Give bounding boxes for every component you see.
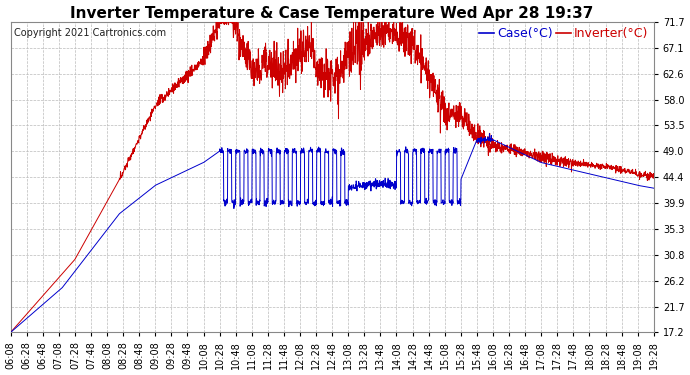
Legend: Case(°C), Inverter(°C): Case(°C), Inverter(°C): [475, 22, 653, 45]
Text: Copyright 2021 Cartronics.com: Copyright 2021 Cartronics.com: [14, 28, 166, 38]
Title: Inverter Temperature & Case Temperature Wed Apr 28 19:37: Inverter Temperature & Case Temperature …: [70, 6, 594, 21]
